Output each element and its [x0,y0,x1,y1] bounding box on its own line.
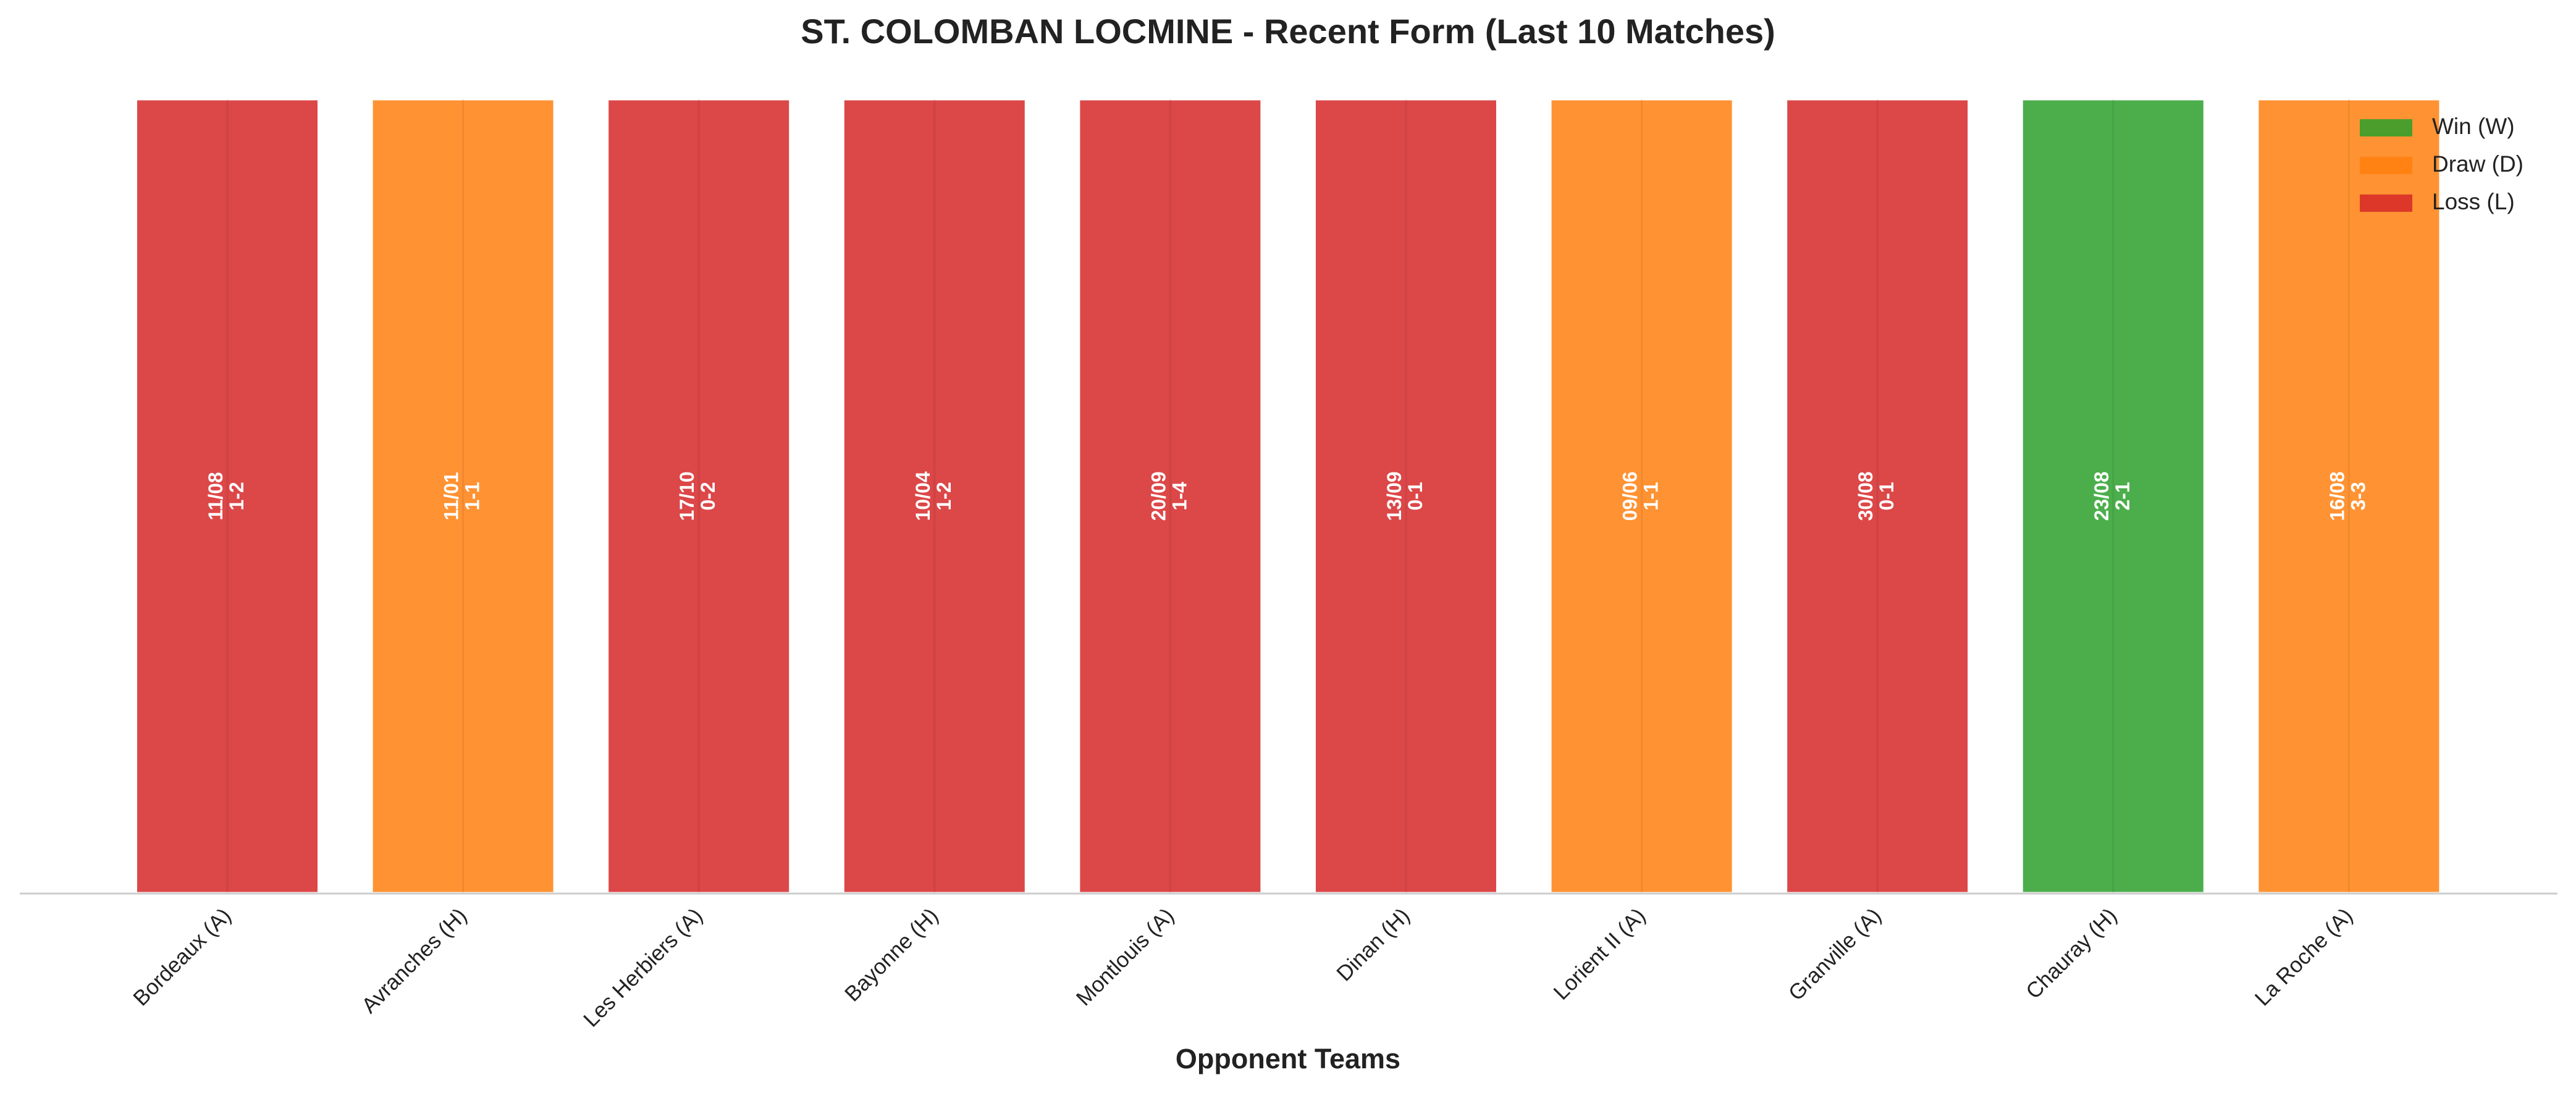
match-score: 3-3 [2347,482,2369,510]
legend-label: Loss (L) [2432,189,2515,214]
match-date: 20/09 [1147,471,1169,521]
match-score: 0-2 [697,482,719,510]
legend-swatch [2360,119,2412,136]
bar [1548,97,1735,895]
match-score: 0-1 [1404,482,1426,510]
match-date: 11/01 [440,472,463,520]
bar-label: 11/011-1 [440,472,484,520]
x-tick-label: Lorient II (A) [1549,903,1651,1005]
legend-label: Win (W) [2432,114,2515,139]
x-axis-label: Opponent Teams [1176,1043,1400,1074]
match-score: 1-4 [1168,482,1190,510]
match-date: 17/10 [676,471,698,521]
x-tick-label: Bordeaux (A) [128,903,235,1010]
x-tick-label: La Roche (A) [2250,903,2357,1010]
match-date: 13/09 [1383,471,1405,521]
bar-label: 23/082-1 [2090,471,2134,521]
bar-label: 16/083-3 [2326,471,2369,521]
legend-swatch [2360,195,2412,212]
match-score: 1-1 [461,482,484,510]
bar [134,97,321,895]
bar-label: 30/080-1 [1854,471,1898,521]
bar [841,97,1028,895]
match-score: 2-1 [2111,482,2134,510]
x-tick-label: Chauray (H) [2021,903,2121,1003]
match-date: 23/08 [2090,471,2113,521]
match-date: 09/06 [1619,471,1641,521]
match-score: 1-2 [933,482,955,510]
bar-label: 13/090-1 [1383,471,1426,521]
match-date: 30/08 [1854,471,1877,521]
bar-label: 09/061-1 [1619,471,1662,521]
x-tick-label: Les Herbiers (A) [579,903,707,1032]
legend-label: Draw (D) [2432,151,2523,177]
x-tick-label: Bayonne (H) [840,903,943,1007]
match-date: 16/08 [2326,471,2348,521]
bar [605,97,793,895]
bar [1313,97,1499,895]
bar-label: 10/041-2 [912,471,955,521]
bar-label: 11/081-2 [204,472,248,520]
bar [369,97,557,895]
x-tick-label: Dinan (H) [1332,903,1414,986]
bar [1077,97,1264,895]
match-date: 10/04 [912,471,934,521]
x-tick-label: Avranches (H) [357,903,471,1018]
match-score: 1-2 [225,482,248,510]
x-tick-label: Granville (A) [1784,903,1886,1005]
x-tick-label: Montlouis (A) [1072,903,1179,1010]
bar [2255,97,2443,895]
match-score: 1-1 [1640,482,1662,510]
match-score: 0-1 [1875,482,1898,510]
bar-label: 20/091-4 [1147,471,1190,521]
match-date: 11/08 [204,472,227,520]
chart-title: ST. COLOMBAN LOCMINE - Recent Form (Last… [801,12,1775,51]
bar-label: 17/100-2 [676,471,719,521]
legend-swatch [2360,157,2412,174]
